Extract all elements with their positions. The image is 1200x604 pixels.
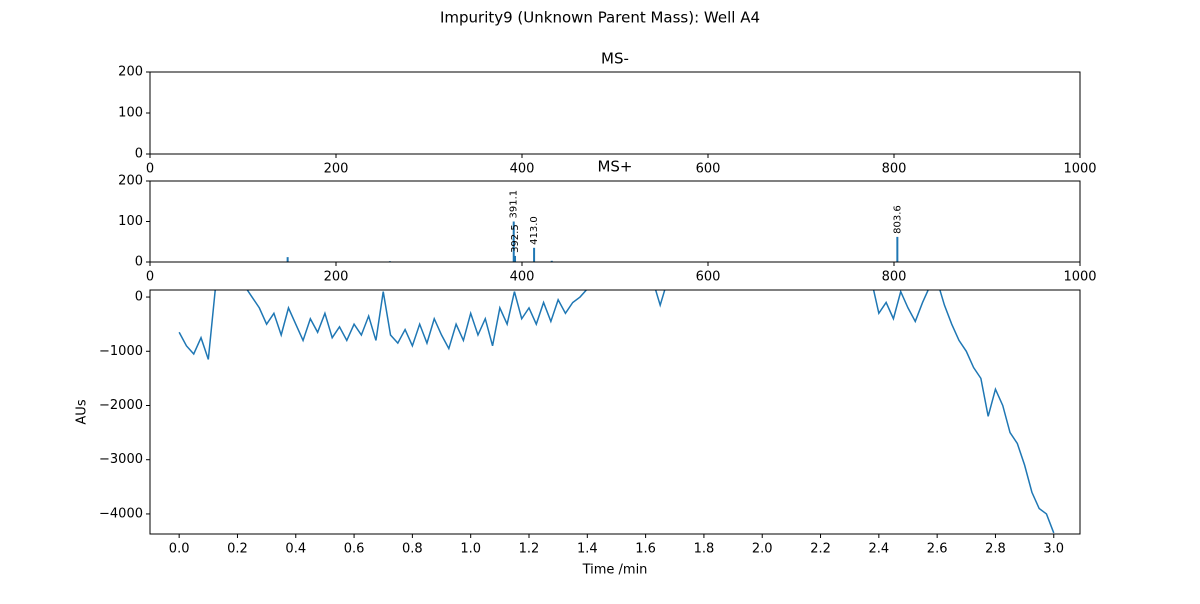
x-tick-label: 0.4 [285,542,306,557]
x-tick-label: 0 [146,162,154,177]
x-tick-label: 0.8 [402,542,423,557]
y-tick-label: −4000 [99,506,143,521]
y-tick-label: 200 [118,174,143,189]
x-tick-label: 800 [882,270,907,285]
axes-frame [149,180,1081,263]
peak-label: 413.0 [529,216,540,245]
y-tick-label: 200 [118,65,143,80]
peak-label: 391.1 [509,190,520,219]
panel-title: MS+ [597,158,632,176]
peak-label: 803.6 [892,205,903,234]
x-tick-label: 1.0 [460,542,481,557]
axes-frame [149,289,1081,535]
x-axis-label: Time /min [582,563,648,578]
axes-frame [149,71,1081,155]
x-tick-label: 400 [510,270,535,285]
x-tick-label: 600 [696,270,721,285]
x-tick-label: 1.8 [694,542,715,557]
x-tick-label: 2.0 [752,542,773,557]
y-tick-label: 100 [118,106,143,121]
y-tick-label: 100 [118,214,143,229]
y-tick-label: −2000 [99,398,143,413]
y-axis-label: AUs [75,399,90,424]
x-tick-label: 2.4 [868,542,889,557]
x-tick-label: 2.6 [927,542,948,557]
x-tick-label: 200 [324,162,349,177]
panel-title: MS- [601,50,629,68]
peak-label: 392.5 [510,224,521,253]
x-tick-label: 0.0 [169,542,190,557]
x-tick-label: 1000 [1063,270,1096,285]
y-tick-label: 0 [135,147,143,162]
y-tick-label: −1000 [99,344,143,359]
y-tick-label: −3000 [99,452,143,467]
x-tick-label: 1000 [1063,162,1096,177]
trace [178,290,1055,534]
x-tick-label: 2.2 [810,542,831,557]
figure-title: Impurity9 (Unknown Parent Mass): Well A4 [440,9,760,27]
x-tick-label: 600 [696,162,721,177]
x-tick-label: 1.2 [519,542,540,557]
x-tick-label: 200 [324,270,349,285]
x-tick-label: 1.4 [577,542,598,557]
x-tick-label: 400 [510,162,535,177]
x-tick-label: 0 [146,270,154,285]
x-tick-label: 3.0 [1043,542,1064,557]
x-tick-label: 2.8 [985,542,1006,557]
x-tick-label: 1.6 [635,542,656,557]
x-tick-label: 0.6 [344,542,365,557]
y-tick-label: 0 [135,255,143,270]
x-tick-label: 800 [882,162,907,177]
x-tick-label: 0.2 [227,542,248,557]
y-tick-label: 0 [135,290,143,305]
